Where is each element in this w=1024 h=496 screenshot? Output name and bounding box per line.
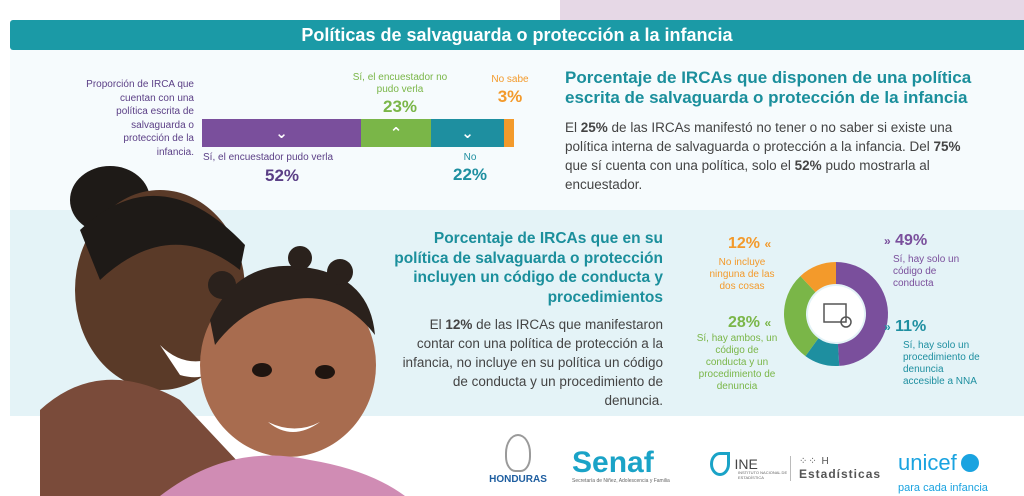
document-chart-icon [823, 303, 847, 323]
segment-pct-dont-know: 3% [497, 87, 523, 106]
arrow-right-icon: » [884, 320, 891, 334]
segment-label-yes-not-seen: Sí, el encuestador no pudo verla [352, 72, 448, 95]
top-strip [0, 0, 1024, 20]
bar-segment-dont-know [504, 119, 514, 147]
segment-label-yes-seen: Sí, el encuestador pudo verla [203, 152, 334, 163]
unicef-logo: unicef para cada infancia [898, 450, 988, 494]
top-heading: Porcentaje de IRCAs que disponen de una … [565, 68, 972, 107]
donut-pct-none: 12% « [728, 235, 772, 252]
donut-slice-0 [836, 262, 889, 366]
page-title: Políticas de salvaguarda o protección a … [301, 25, 733, 45]
ine-mark-icon [710, 452, 730, 476]
donut-slice-2 [784, 276, 819, 357]
ine-logo: INE INSTITUTO NACIONAL DE ESTADÍSTICA [710, 452, 790, 480]
segment-pct-yes-seen: 52% [264, 166, 300, 185]
coat-of-arms-icon [505, 434, 531, 472]
globe-icon [961, 454, 980, 472]
donut-label-code-only: Sí, hay solo un código de conducta [893, 254, 960, 289]
bar-segment-no: ⌄ [431, 119, 504, 147]
donut-label-procedure-only: Sí, hay solo un procedimiento de denunci… [903, 340, 980, 387]
segment-pct-no: 22% [452, 165, 488, 184]
donut-pct-procedure-only: » 11% [884, 318, 927, 335]
segment-pct-yes-not-seen: 23% [382, 97, 418, 116]
donut-center [808, 286, 864, 342]
arrow-left-icon: « [764, 237, 772, 251]
donut-pct-code-only: » 49% [884, 232, 928, 249]
segment-label-dont-know: No sabe [491, 74, 529, 85]
top-body: El 25% de las IRCAs manifestó no tener o… [565, 120, 961, 192]
bar-segment-yes-not-seen: ⌃ [361, 119, 431, 147]
donut-label-none: No incluye ninguna de las dos cosas [709, 257, 775, 292]
middle-heading: Porcentaje de IRCAs que en su política d… [394, 230, 663, 306]
mother-child-photo [40, 160, 425, 496]
donut-slice-3 [800, 262, 836, 293]
chevron-down-icon: ⌄ [275, 124, 288, 142]
chevron-up-icon: ⌃ [389, 124, 403, 142]
bar-segment-yes-seen: ⌄ [202, 119, 361, 147]
arrow-left-icon: « [764, 316, 772, 330]
estadisticas-logo: ⁘⁘ H Estadísticas [790, 456, 886, 481]
donut-slice-1 [805, 338, 840, 366]
chevron-down-icon: ⌄ [461, 124, 474, 142]
magnifier-icon [840, 316, 852, 328]
top-strip-accent [560, 0, 1024, 20]
top-panel [10, 50, 1024, 210]
donut-pct-both: 28% « [728, 314, 772, 331]
donut-svg [784, 262, 889, 366]
segment-label-no: No [463, 152, 477, 163]
senaf-logo: Senaf Secretaría de Niñez, Adolescencia … [572, 446, 670, 485]
bar-chart-label: Proporción de IRCA que cuentan con una p… [86, 79, 194, 158]
dots-icon: ⁘⁘ H [799, 456, 830, 467]
donut-chart [776, 254, 896, 374]
arrow-right-icon: » [884, 234, 891, 248]
stacked-bar: ⌄ ⌃ ⌄ [202, 119, 514, 147]
donut-label-both: Sí, hay ambos, un código de conducta y u… [696, 333, 778, 392]
middle-body: El 12% de las IRCAs que manifestaron con… [402, 317, 663, 408]
honduras-logo: HONDURAS [478, 434, 558, 485]
title-banner: Políticas de salvaguarda o protección a … [10, 20, 1024, 50]
